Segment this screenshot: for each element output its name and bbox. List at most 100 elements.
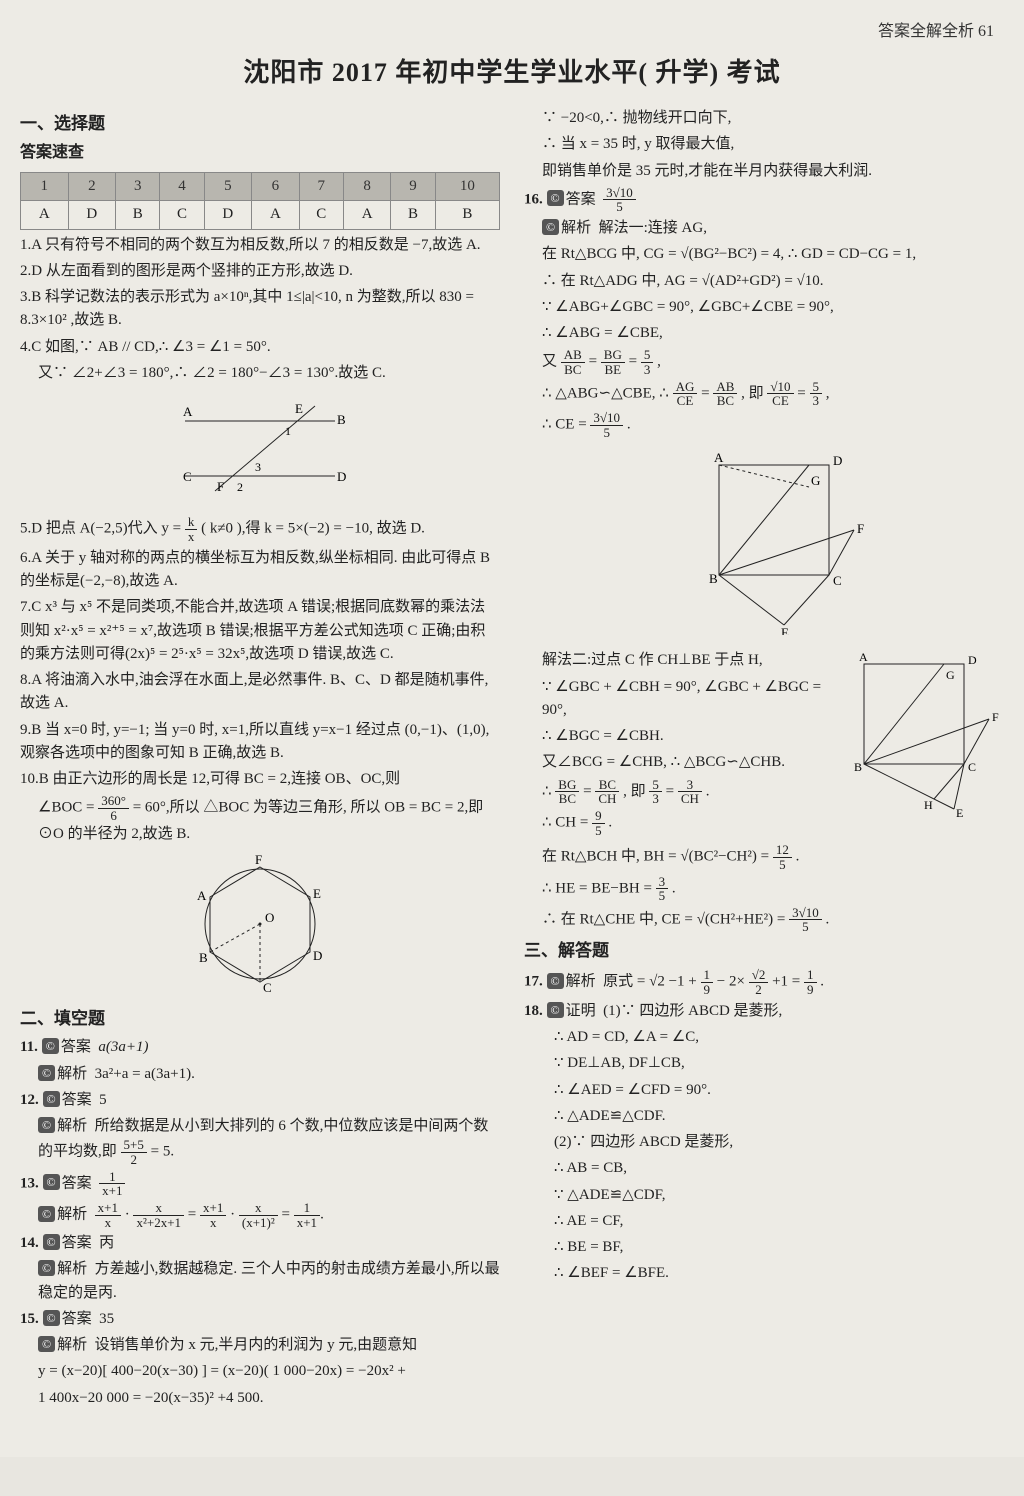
q9: 9.B 当 x=0 时, y=−1; 当 y=0 时, x=1,所以直线 y=x…	[20, 719, 500, 766]
badge-exp: ©	[38, 1206, 55, 1222]
grid-num: 2	[68, 173, 116, 201]
lbl-ans: 答案	[61, 1039, 91, 1055]
badge-exp: ©	[542, 219, 559, 235]
frac-n: BG	[601, 348, 625, 363]
lbl-E: E	[781, 625, 789, 635]
frac-n: 3√10	[590, 411, 623, 426]
q16-m1-l1: 在 Rt△BCG 中, CG = √(BG²−BC²) = 4, ∴ GD = …	[524, 243, 1004, 266]
grid-ans: C	[299, 201, 343, 229]
txt: ∴ CH =	[542, 815, 588, 831]
frac-d: CE	[673, 394, 698, 408]
frac-d: 5	[773, 858, 792, 872]
lbl-O: O	[265, 910, 274, 925]
q10-figure: A B C D E F O	[20, 852, 500, 1000]
lbl-ans: 答案	[62, 1175, 92, 1191]
txt: =	[583, 783, 591, 799]
q16b-figure: A B C D E F G H	[834, 649, 1004, 827]
q16-m2-l6: 在 Rt△BCH 中, BH = √(BC²−CH²) = 125 .	[524, 843, 1004, 871]
section1-head: 一、选择题	[20, 111, 500, 137]
lbl-proof: 证明	[566, 1003, 596, 1019]
badge-exp: ©	[38, 1117, 55, 1133]
frac-n: 5	[641, 348, 654, 363]
q15-exp-c: 1 400x−20 000 = −20(x−35)² +4 500.	[20, 1387, 500, 1410]
q10b: ∠BOC = 360°6 = 60°,所以 △BOC 为等边三角形, 所以 OB…	[20, 794, 500, 846]
frac-d: 5	[789, 920, 822, 934]
frac-d: x²+2x+1	[133, 1216, 184, 1230]
q18-l10: ∴ BE = BF,	[524, 1236, 1004, 1259]
lbl-E: E	[956, 806, 963, 819]
q16-m1-l5: 又 ABBC = BGBE = 53 ,	[524, 348, 1004, 376]
txt: .	[825, 911, 829, 927]
q11-exp-text: 3a²+a = a(3a+1).	[95, 1066, 195, 1082]
q5a: 5.D 把点 A(−2,5)代入 y =	[20, 521, 181, 537]
lbl-C: C	[183, 469, 192, 484]
txt: − 2×	[717, 974, 745, 990]
frac-n: AB	[713, 380, 737, 395]
q17: 17. ©解析 原式 = √2 −1 + 19 − 2× √22 +1 = 19…	[524, 968, 1004, 996]
txt: ,	[826, 385, 830, 401]
q14-ans: 丙	[99, 1235, 114, 1251]
grid-ans: D	[68, 201, 116, 229]
frac-n: BC	[595, 778, 619, 793]
frac-n: 3√10	[603, 186, 636, 201]
grid-num: 6	[252, 173, 300, 201]
q16: 16. ©答案 3√105	[524, 186, 1004, 214]
grid-ans: D	[204, 201, 252, 229]
lbl-E: E	[295, 401, 303, 416]
q18-l9: ∴ AE = CF,	[524, 1210, 1004, 1233]
grid-ans: C	[160, 201, 204, 229]
txt: .	[672, 880, 676, 896]
txt: =	[701, 385, 709, 401]
q16-m1-head: ©解析 解法一:连接 AG,	[524, 217, 1004, 240]
frac-n: 1	[804, 968, 817, 983]
txt: , 即	[741, 385, 764, 401]
frac-d: 3	[810, 394, 823, 408]
q14-exp: ©解析 方差越小,数据越稳定. 三个人中丙的射击成绩方差最小,所以最稳定的是丙.	[20, 1258, 500, 1305]
lbl-ans: 答案	[62, 1235, 92, 1251]
lbl-A: A	[714, 450, 724, 465]
txt: ∴ HE = BE−BH =	[542, 880, 652, 896]
lbl-D: D	[337, 469, 346, 484]
q4-figure: A B C D E F 1 2 3	[20, 391, 500, 509]
frac-n: BG	[555, 778, 579, 793]
lbl-A: A	[183, 404, 193, 419]
q13: 13. ©答案 1x+1	[20, 1170, 500, 1198]
badge-ans: ©	[43, 1234, 60, 1250]
lbl-E: E	[313, 886, 321, 901]
lbl-exp: 解析	[57, 1066, 87, 1082]
q-num: 13.	[20, 1175, 39, 1191]
lbl-C: C	[833, 573, 842, 588]
lbl-D: D	[968, 653, 977, 667]
q15-exp-f: 即销售单价是 35 元时,才能在半月内获得最大利润.	[524, 160, 1004, 183]
q18-head: 18. ©证明 (1)∵ 四边形 ABCD 是菱形,	[524, 1000, 1004, 1023]
q-num: 18.	[524, 1003, 543, 1019]
badge-exp: ©	[38, 1336, 55, 1352]
badge-ans: ©	[43, 1310, 60, 1326]
q18-l11: ∴ ∠BEF = ∠BFE.	[524, 1262, 1004, 1285]
frac-d: x+1	[99, 1184, 125, 1198]
frac-d: 3	[649, 792, 662, 806]
q15-ans: 35	[99, 1311, 114, 1327]
frac-n: 1	[701, 968, 714, 983]
q16-m1-head-text: 解法一:连接 AG,	[599, 220, 707, 236]
frac-d: 2	[121, 1153, 147, 1167]
q16-m1-l3: ∵ ∠ABG+∠GBC = 90°, ∠GBC+∠CBE = 90°,	[524, 296, 1004, 319]
frac-n: x	[239, 1201, 278, 1216]
lbl-exp: 解析	[566, 974, 596, 990]
lbl-ans: 答案	[62, 1092, 92, 1108]
frac-d: x	[95, 1216, 121, 1230]
q12: 12. ©答案 5	[20, 1089, 500, 1112]
frac-d: 5	[603, 200, 636, 214]
q1: 1.A 只有符号不相同的两个数互为相反数,所以 7 的相反数是 −7,故选 A.	[20, 234, 500, 257]
txt: 原式 = √2 −1 +	[603, 974, 697, 990]
lbl-C: C	[968, 760, 976, 774]
q16-m1-l6: ∴ △ABG∽△CBE, ∴ AGCE = ABBC , 即 √10CE = 5…	[524, 380, 1004, 408]
lbl-exp: 解析	[57, 1261, 87, 1277]
lbl-3: 3	[255, 460, 261, 474]
frac-d: BC	[713, 394, 737, 408]
txt: =	[629, 354, 637, 370]
lbl-ans: 答案	[62, 1311, 92, 1327]
badge-proof: ©	[547, 1002, 564, 1018]
q16-m2-l8: ∴ 在 Rt△CHE 中, CE = √(CH²+HE²) = 3√105 .	[524, 906, 1004, 934]
grid-num: 5	[204, 173, 252, 201]
